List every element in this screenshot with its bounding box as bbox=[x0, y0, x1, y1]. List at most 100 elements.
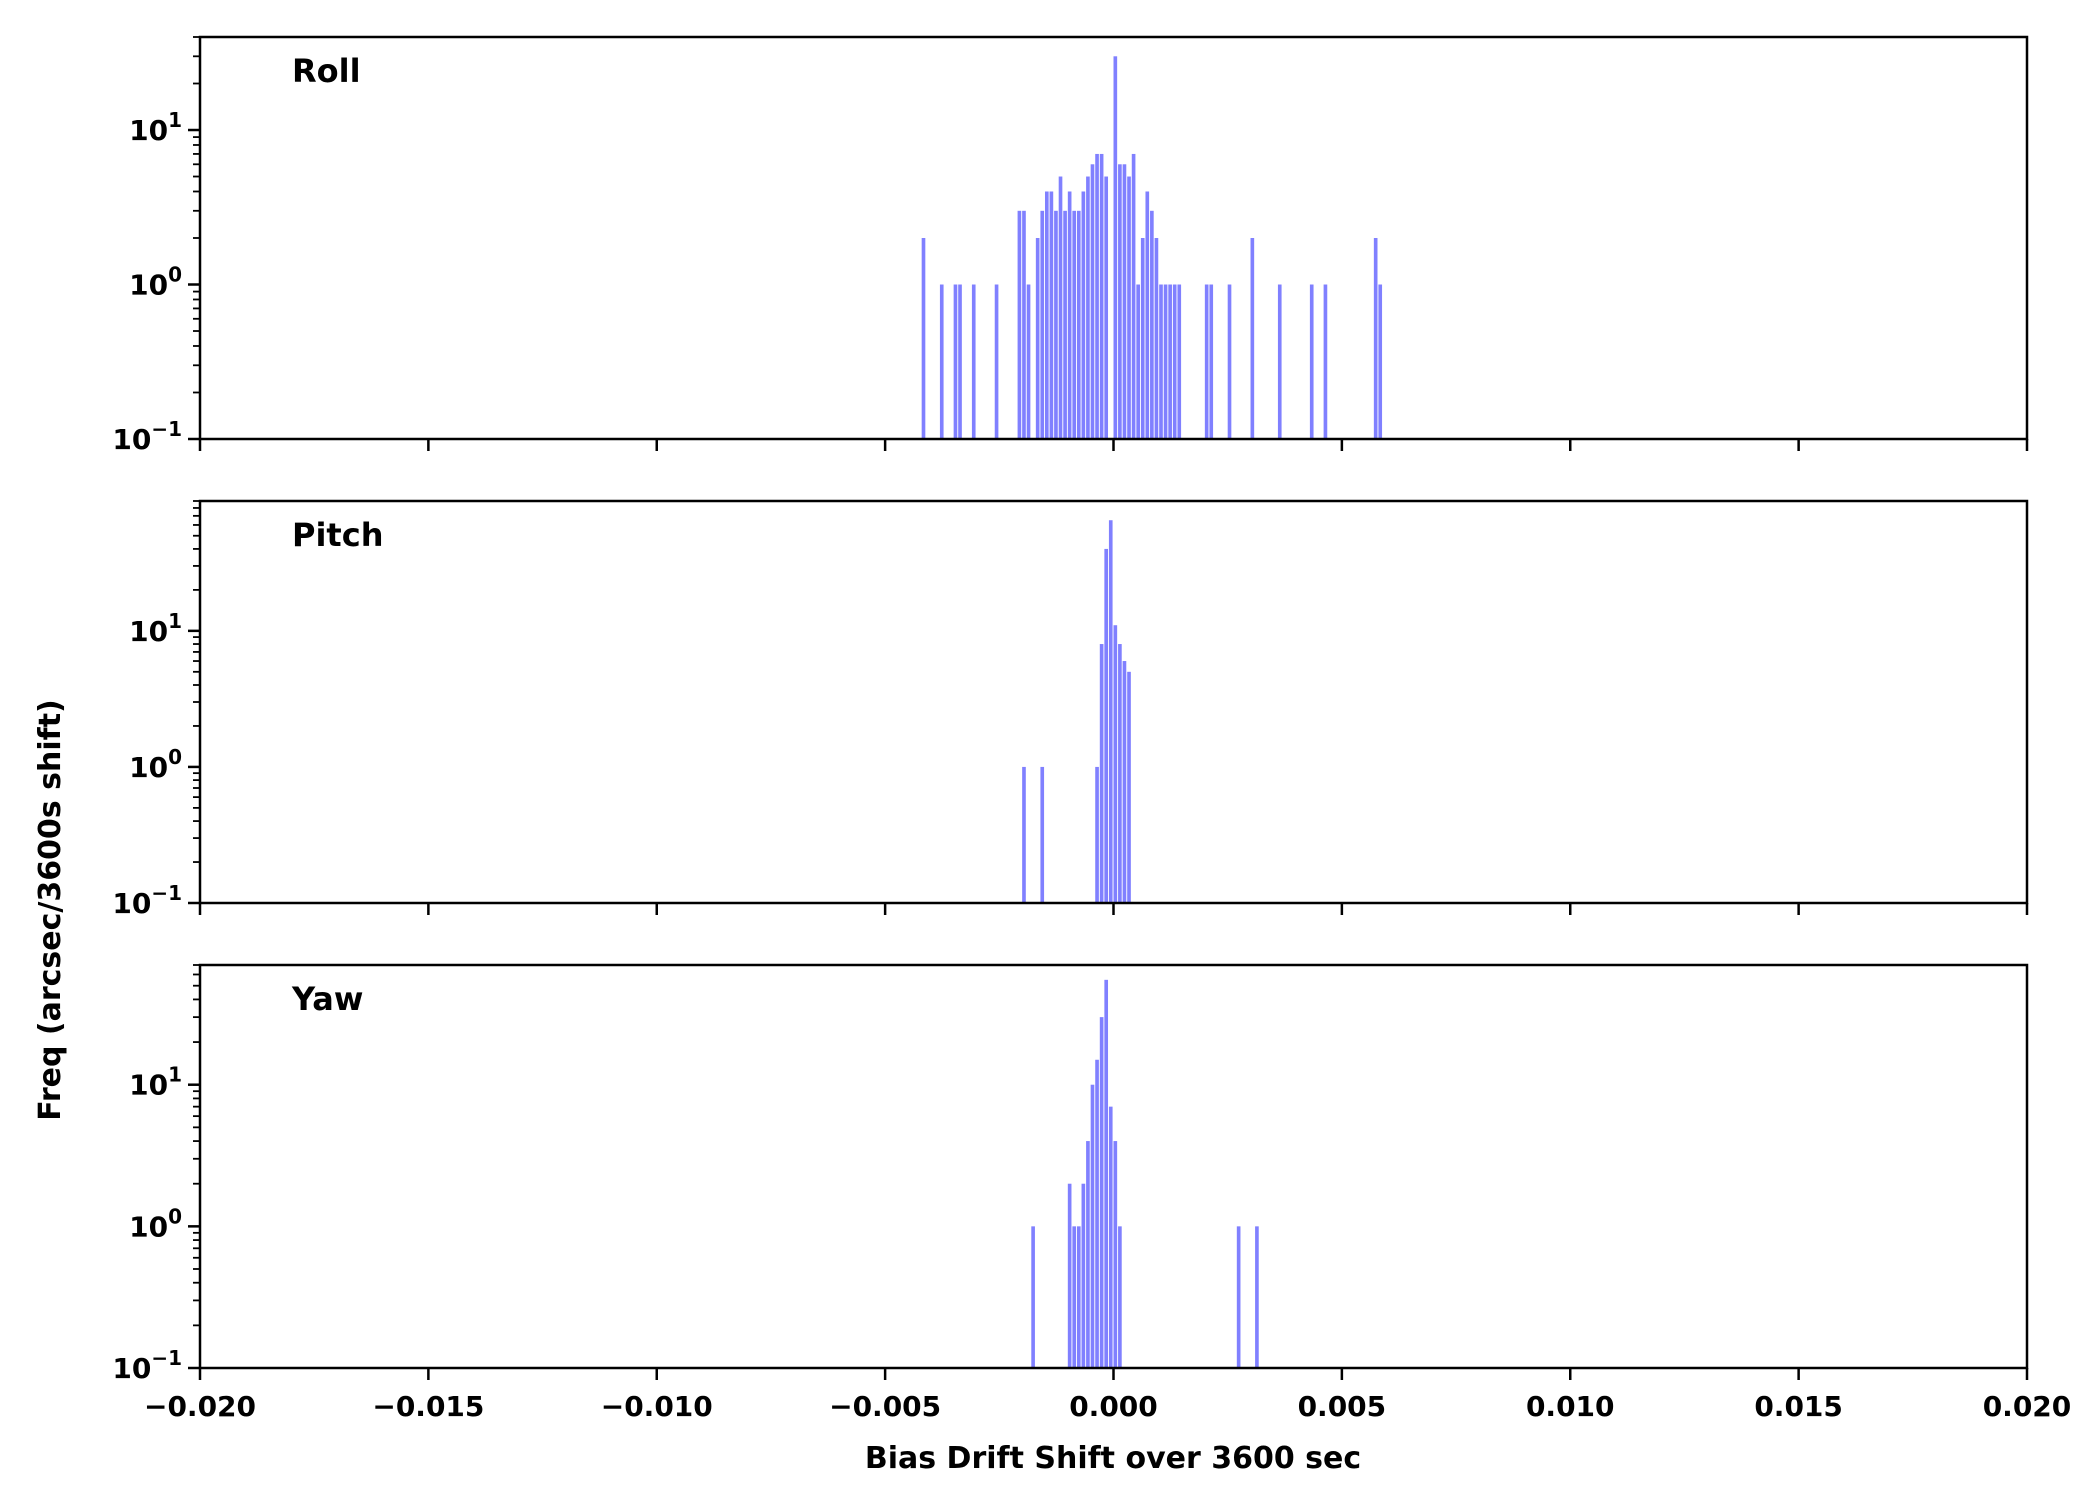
histogram-bar bbox=[1163, 284, 1168, 439]
panel-title: Yaw bbox=[291, 980, 363, 1018]
histogram-bar bbox=[1113, 1141, 1118, 1368]
histogram-bar bbox=[1122, 164, 1127, 440]
histogram-bar bbox=[1277, 284, 1282, 439]
panel-title: Pitch bbox=[292, 516, 383, 554]
y-tick-label: 101 bbox=[129, 1063, 182, 1102]
histogram-bar bbox=[939, 284, 944, 439]
histogram-bar bbox=[1095, 766, 1099, 903]
y-tick-label: 10−1 bbox=[112, 881, 182, 920]
histogram-bar bbox=[971, 284, 976, 439]
histogram-bar bbox=[1022, 766, 1026, 903]
histogram-bar bbox=[1058, 176, 1063, 439]
histogram-bar bbox=[1250, 238, 1255, 439]
histogram-bar bbox=[1204, 284, 1209, 439]
histogram-bar bbox=[1104, 176, 1109, 439]
histogram-bar bbox=[1309, 284, 1314, 439]
x-tick-label: 0.000 bbox=[1069, 1390, 1158, 1423]
histogram-bar bbox=[994, 284, 999, 439]
histogram-bar bbox=[1076, 1226, 1081, 1368]
y-tick-label: 100 bbox=[129, 263, 182, 302]
histogram-bar bbox=[1177, 284, 1182, 439]
histogram-bar bbox=[1127, 671, 1131, 903]
x-tick-label: 0.020 bbox=[1983, 1390, 2072, 1423]
panel-pitch: Pitch 10−1 100 101 bbox=[112, 499, 2029, 920]
y-tick-label: 100 bbox=[129, 1204, 182, 1243]
histogram-bar bbox=[1118, 1226, 1122, 1368]
histogram-bar bbox=[1086, 176, 1090, 439]
y-tick-label: 101 bbox=[129, 108, 182, 147]
histogram-bar bbox=[1081, 191, 1086, 439]
histogram-bar bbox=[1099, 644, 1104, 903]
histogram-bar bbox=[1026, 284, 1031, 439]
histogram-bar bbox=[953, 284, 958, 439]
histogram-bar bbox=[1095, 1059, 1099, 1368]
histogram-bar bbox=[1067, 191, 1072, 439]
histogram-bar bbox=[1076, 210, 1081, 439]
histogram-bar bbox=[1081, 1183, 1086, 1368]
histogram-bar bbox=[1154, 238, 1159, 439]
histogram-bar bbox=[958, 284, 962, 439]
x-tick-label: −0.020 bbox=[144, 1390, 256, 1423]
histogram-bar bbox=[1099, 153, 1104, 439]
histogram-bar bbox=[1168, 284, 1172, 439]
histogram-bar bbox=[921, 238, 926, 439]
histogram-bar bbox=[1323, 284, 1328, 439]
histogram-bar bbox=[1031, 1226, 1035, 1368]
histogram-bar bbox=[1090, 1084, 1095, 1368]
histogram-bar bbox=[1022, 210, 1026, 439]
x-axis-label: Bias Drift Shift over 3600 sec bbox=[865, 1441, 1361, 1476]
y-tick-label: 100 bbox=[129, 745, 182, 784]
histogram-bar bbox=[1145, 191, 1150, 439]
x-tick-label: −0.010 bbox=[601, 1390, 713, 1423]
y-tick-label: 10−1 bbox=[112, 1346, 182, 1385]
histogram-bar bbox=[1150, 210, 1154, 439]
histogram-bar bbox=[1067, 1183, 1072, 1368]
histogram-bar bbox=[1044, 191, 1049, 439]
x-tick-label: −0.005 bbox=[829, 1390, 941, 1423]
y-tick-label: 10−1 bbox=[112, 417, 182, 456]
histogram-bar bbox=[1122, 661, 1127, 903]
x-tick-label: −0.015 bbox=[372, 1390, 484, 1423]
histogram-bar bbox=[1113, 56, 1118, 440]
histogram-bar bbox=[1159, 284, 1163, 439]
histogram-bar bbox=[1118, 164, 1122, 440]
x-tick-label: 0.010 bbox=[1526, 1390, 1615, 1423]
histogram-bar bbox=[1209, 284, 1214, 439]
histogram-bar bbox=[1095, 153, 1099, 439]
histogram-bar bbox=[1072, 1226, 1077, 1368]
y-tick-label: 101 bbox=[129, 609, 182, 648]
histogram-bar bbox=[1040, 766, 1045, 903]
histogram-bar bbox=[1072, 210, 1077, 439]
histogram-bar bbox=[1127, 176, 1131, 439]
histogram-bar bbox=[1035, 238, 1040, 439]
histogram-bar bbox=[1255, 1226, 1259, 1368]
histogram-bar bbox=[1104, 979, 1109, 1368]
histogram-bar bbox=[1090, 164, 1095, 440]
histogram-bar bbox=[1054, 210, 1058, 439]
histogram-bar bbox=[1108, 520, 1113, 903]
histogram-bar bbox=[1373, 238, 1378, 439]
x-tick-label: 0.005 bbox=[1298, 1390, 1387, 1423]
histogram-bar bbox=[1086, 1141, 1090, 1368]
histogram-bar bbox=[1040, 210, 1045, 439]
y-axis-label: Freq (arcsec/3600s shift) bbox=[33, 699, 68, 1121]
x-tick-label: 0.015 bbox=[1754, 1390, 1843, 1423]
panel-yaw: Yaw 10−1 100 101 −0.020 −0.015 −0.010 −0.005 0.0… bbox=[112, 963, 2072, 1423]
histogram-bar bbox=[1063, 210, 1067, 439]
histogram-bar bbox=[1113, 625, 1118, 903]
histogram-bar bbox=[1108, 1106, 1113, 1368]
histogram-bar bbox=[1099, 1017, 1104, 1368]
histogram-bar bbox=[1140, 238, 1145, 439]
histogram-bar bbox=[1017, 210, 1022, 439]
histogram-bar bbox=[1136, 284, 1140, 439]
histogram-bar bbox=[1227, 284, 1232, 439]
histogram-bar bbox=[1131, 153, 1136, 439]
histogram-bar bbox=[1378, 284, 1383, 439]
panel-title: Roll bbox=[292, 52, 361, 90]
histogram-bar bbox=[1118, 644, 1122, 903]
histogram-bar bbox=[1104, 548, 1109, 903]
histogram-bar bbox=[1172, 284, 1177, 439]
histogram-bar bbox=[1236, 1226, 1241, 1368]
panel-roll: Roll 10−1 100 101 bbox=[112, 35, 2029, 456]
